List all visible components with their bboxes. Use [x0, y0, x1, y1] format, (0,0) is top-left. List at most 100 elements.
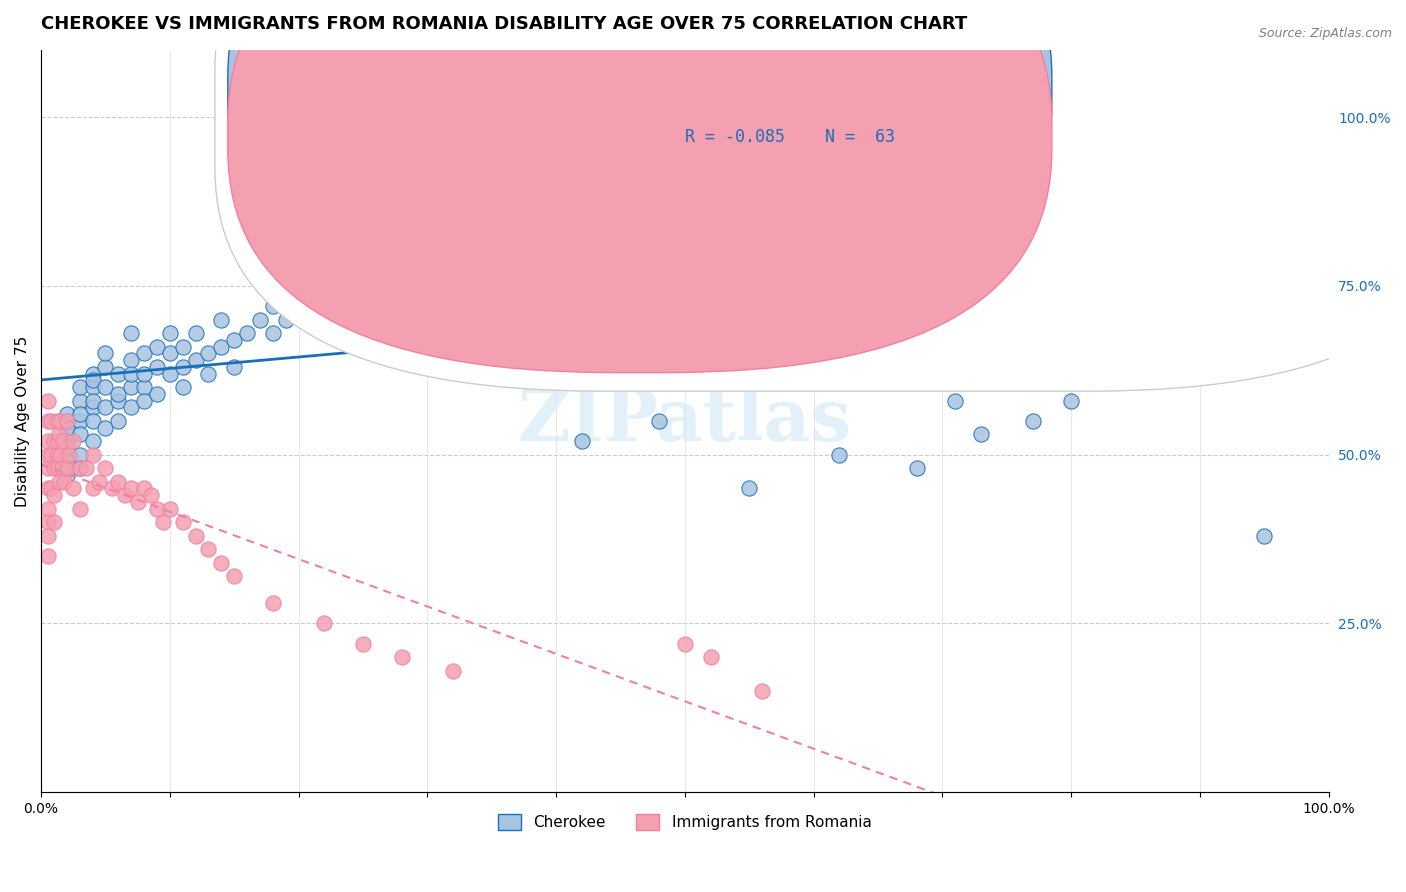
Point	[481, 299, 503, 313]
Point	[648, 414, 671, 428]
Point	[352, 636, 374, 650]
Point	[184, 528, 207, 542]
Point	[391, 285, 413, 300]
Point	[37, 501, 59, 516]
Point	[224, 333, 246, 347]
Point	[132, 367, 155, 381]
Point	[172, 340, 194, 354]
Point	[159, 367, 181, 381]
Point	[94, 420, 117, 434]
Point	[82, 401, 104, 415]
Point	[120, 326, 142, 341]
Point	[738, 481, 761, 495]
Point	[970, 427, 993, 442]
Point	[56, 407, 79, 421]
Point	[69, 448, 91, 462]
Point	[107, 367, 129, 381]
Point	[101, 481, 124, 495]
Point	[249, 312, 271, 326]
Point	[120, 367, 142, 381]
Point	[519, 272, 541, 286]
Point	[51, 461, 73, 475]
Text: Source: ZipAtlas.com: Source: ZipAtlas.com	[1258, 27, 1392, 40]
Point	[172, 380, 194, 394]
Point	[224, 569, 246, 583]
Point	[114, 488, 136, 502]
Point	[209, 312, 232, 326]
Point	[751, 683, 773, 698]
Point	[262, 596, 284, 610]
Point	[1060, 393, 1083, 408]
Point	[56, 441, 79, 455]
Point	[107, 387, 129, 401]
Point	[37, 481, 59, 495]
Point	[558, 326, 581, 341]
Point	[94, 346, 117, 360]
Point	[224, 359, 246, 374]
Point	[69, 380, 91, 394]
Point	[314, 279, 336, 293]
Point	[287, 299, 309, 313]
Point	[1188, 191, 1211, 205]
Point	[790, 279, 813, 293]
Point	[82, 434, 104, 449]
Point	[391, 265, 413, 279]
Point	[48, 427, 70, 442]
Point	[56, 427, 79, 442]
Point	[943, 393, 966, 408]
Point	[287, 232, 309, 246]
Point	[56, 448, 79, 462]
Point	[48, 475, 70, 489]
Point	[159, 326, 181, 341]
Point	[62, 434, 84, 449]
Point	[69, 414, 91, 428]
Point	[738, 245, 761, 260]
Text: R = -0.085    N =  63: R = -0.085 N = 63	[685, 128, 894, 146]
Point	[94, 359, 117, 374]
Point	[146, 501, 169, 516]
Point	[41, 481, 63, 495]
Point	[609, 299, 631, 313]
Point	[1150, 367, 1173, 381]
Point	[146, 387, 169, 401]
Point	[416, 279, 439, 293]
Point	[209, 556, 232, 570]
Point	[37, 515, 59, 529]
Point	[1253, 528, 1275, 542]
Point	[94, 461, 117, 475]
Point	[120, 401, 142, 415]
Point	[274, 312, 297, 326]
FancyBboxPatch shape	[215, 0, 1406, 392]
Point	[37, 461, 59, 475]
Point	[776, 279, 799, 293]
Point	[905, 461, 928, 475]
Point	[107, 393, 129, 408]
Point	[42, 515, 65, 529]
Point	[571, 265, 593, 279]
Point	[107, 475, 129, 489]
Point	[56, 467, 79, 482]
Text: ZIPatlas: ZIPatlas	[517, 385, 852, 457]
Point	[132, 346, 155, 360]
Point	[339, 285, 361, 300]
Point	[87, 475, 110, 489]
Point	[37, 393, 59, 408]
Point	[69, 427, 91, 442]
Point	[46, 461, 69, 475]
Point	[184, 353, 207, 368]
Text: CHEROKEE VS IMMIGRANTS FROM ROMANIA DISABILITY AGE OVER 75 CORRELATION CHART: CHEROKEE VS IMMIGRANTS FROM ROMANIA DISA…	[41, 15, 967, 33]
Point	[152, 515, 174, 529]
Point	[56, 414, 79, 428]
Point	[37, 434, 59, 449]
Point	[159, 501, 181, 516]
Point	[69, 461, 91, 475]
Point	[132, 380, 155, 394]
Point	[1021, 414, 1043, 428]
Point	[995, 245, 1018, 260]
Point	[197, 346, 219, 360]
Point	[53, 475, 76, 489]
Point	[377, 272, 399, 286]
Point	[1279, 124, 1302, 138]
Point	[37, 528, 59, 542]
Point	[46, 434, 69, 449]
